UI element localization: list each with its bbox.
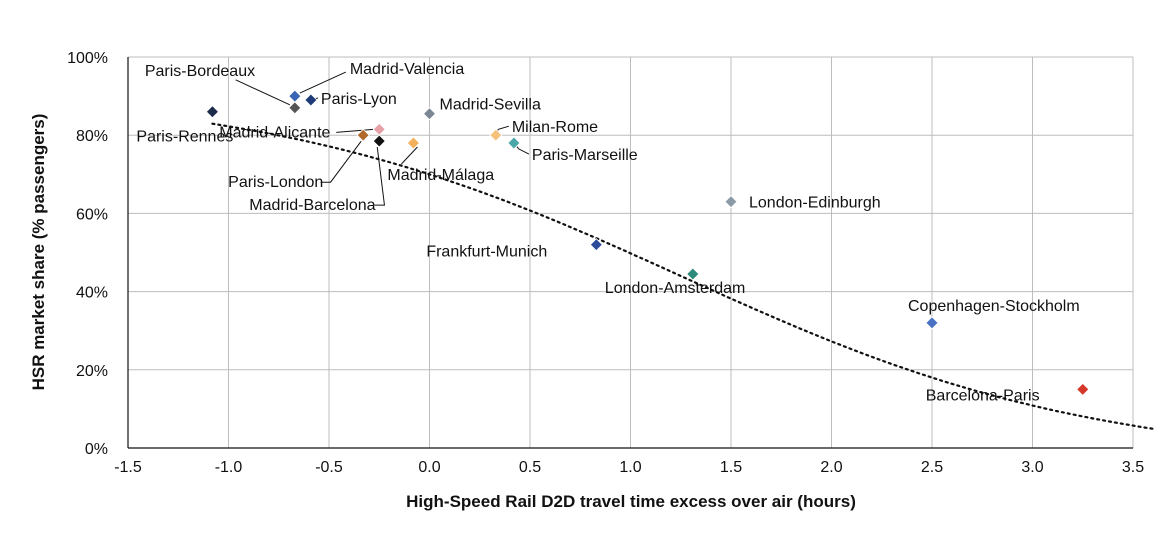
x-tick-label: -0.5 xyxy=(315,459,343,476)
data-point-label: Madrid-Sevilla xyxy=(440,97,541,114)
point-labels: Paris-Rennes Paris-Bordeaux Madrid-Valenci… xyxy=(136,61,1079,404)
leader-line xyxy=(320,140,362,183)
x-tick-label: 3.0 xyxy=(1021,459,1043,476)
data-point-label: Paris-London xyxy=(228,174,323,191)
data-point-label: Paris-Rennes xyxy=(136,129,233,146)
leader-line xyxy=(401,146,418,165)
data-point-marker xyxy=(406,136,420,150)
y-tick-label: 60% xyxy=(76,206,108,223)
x-axis-title: High-Speed Rail D2D travel time excess o… xyxy=(406,492,856,511)
data-point-marker xyxy=(288,89,302,103)
data-point-marker xyxy=(589,238,603,252)
data-point-marker xyxy=(1076,382,1090,396)
trendline xyxy=(211,122,1155,430)
data-point-marker xyxy=(422,107,437,121)
leader-line xyxy=(235,79,291,106)
data-points xyxy=(205,89,1090,396)
data-point-label: Paris-Bordeaux xyxy=(145,63,255,80)
data-point-label: Barcelona-Paris xyxy=(926,387,1040,404)
x-tick-label: 0.0 xyxy=(418,459,440,476)
data-point-label: Madrid-Valencia xyxy=(350,61,465,78)
data-point-marker xyxy=(356,128,370,142)
x-tick-label: 2.5 xyxy=(921,459,943,476)
y-tick-label: 100% xyxy=(67,50,108,67)
data-point-marker xyxy=(304,93,318,107)
data-point-label: Paris-Marseille xyxy=(532,147,638,164)
y-axis-title: HSR market share (% passengers) xyxy=(29,114,48,391)
x-tick-label: 3.5 xyxy=(1122,459,1144,476)
data-point-label: Madrid-Alicante xyxy=(219,124,330,141)
data-point-label: Milan-Rome xyxy=(512,119,598,136)
data-point-marker xyxy=(489,128,503,142)
y-tick-label: 0% xyxy=(85,441,108,458)
x-tick-label: -1.0 xyxy=(215,459,243,476)
axes: -1.5 -1.0 -0.5 0.0 0.5 1.0 1.5 2.0 2.5 3.0 3.5 0% 20… xyxy=(67,50,1144,476)
data-point-label: Madrid-Málaga xyxy=(387,167,494,184)
data-point-label: Madrid-Barcelona xyxy=(249,197,375,214)
x-tick-label: 0.5 xyxy=(519,459,541,476)
x-tick-label: 2.0 xyxy=(820,459,842,476)
leader-line xyxy=(374,147,386,206)
data-point-label: Paris-Lyon xyxy=(321,91,397,108)
data-point-marker xyxy=(205,105,219,119)
data-point-label: London-Amsterdam xyxy=(605,280,746,297)
leader-line xyxy=(299,71,347,94)
data-point-marker xyxy=(925,316,939,330)
data-point-label: Copenhagen-Stockholm xyxy=(908,298,1080,315)
grid xyxy=(128,56,1134,448)
data-point-marker xyxy=(724,195,738,209)
data-point-label: London-Edinburgh xyxy=(749,195,881,212)
x-tick-label: 1.0 xyxy=(619,459,641,476)
data-point-marker xyxy=(686,267,700,281)
leader-lines xyxy=(235,71,530,206)
trendline-layer xyxy=(211,122,1155,430)
y-tick-label: 80% xyxy=(76,128,108,145)
y-tick-label: 40% xyxy=(76,285,108,302)
x-tick-label: 1.5 xyxy=(720,459,742,476)
data-point-marker xyxy=(372,134,386,148)
leader-line xyxy=(336,128,374,133)
data-point-marker xyxy=(372,122,386,136)
data-point-label: Frankfurt-Munich xyxy=(426,244,547,261)
y-tick-label: 20% xyxy=(76,363,108,380)
data-point-marker xyxy=(507,136,521,150)
data-point-marker xyxy=(288,101,302,115)
x-tick-label: -1.5 xyxy=(114,459,142,476)
